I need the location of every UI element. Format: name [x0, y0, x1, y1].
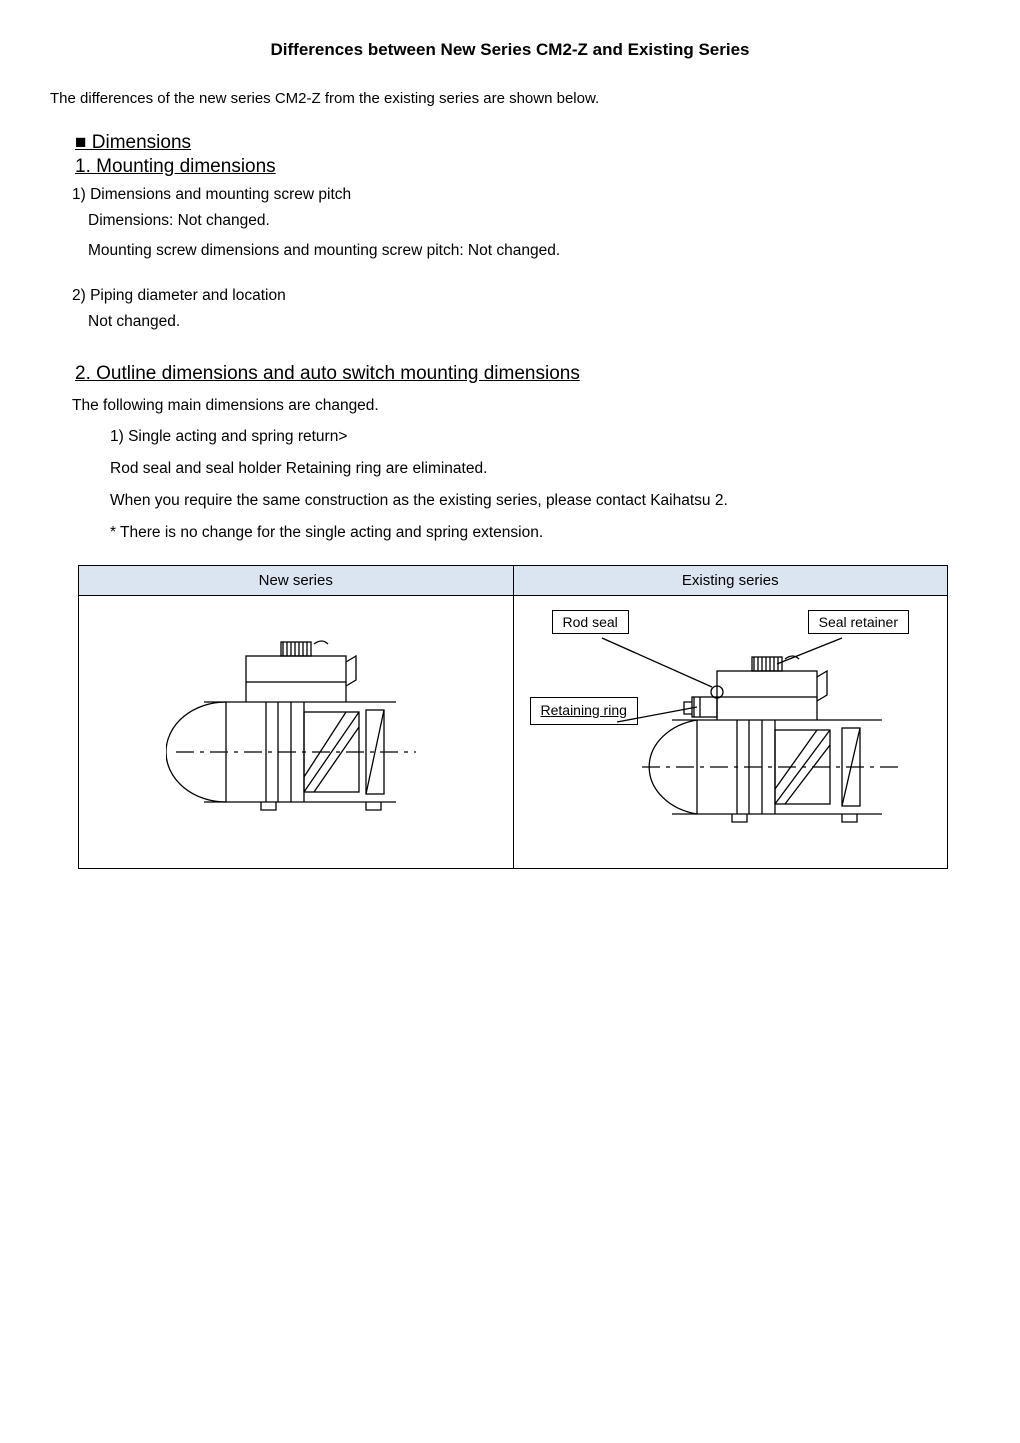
intro-text: The differences of the new series CM2-Z … — [50, 90, 970, 107]
item1-line1: Dimensions: Not changed. — [88, 208, 970, 234]
item1-line2: Mounting screw dimensions and mounting s… — [88, 238, 970, 264]
heading-dimensions: ■ Dimensions — [75, 132, 970, 154]
outline-line3: When you require the same construction a… — [110, 487, 970, 515]
outline-intro: The following main dimensions are change… — [72, 393, 970, 419]
outline-line1: 1) Single acting and spring return> — [110, 423, 970, 451]
new-series-diagram — [166, 602, 426, 822]
header-existing-series: Existing series — [513, 565, 948, 595]
cell-new-series — [79, 595, 514, 868]
item1-head: 1) Dimensions and mounting screw pitch — [72, 186, 970, 204]
page-title: Differences between New Series CM2-Z and… — [50, 40, 970, 60]
item2-head: 2) Piping diameter and location — [72, 287, 970, 305]
outline-line4: * There is no change for the single acti… — [110, 519, 970, 547]
cell-existing-series: Rod seal Seal retainer Retaining ring — [513, 595, 948, 868]
item2-line1: Not changed. — [88, 309, 970, 335]
outline-line2: Rod seal and seal holder Retaining ring … — [110, 455, 970, 483]
comparison-table: New series Existing series — [78, 565, 948, 869]
heading-outline: 2. Outline dimensions and auto switch mo… — [75, 363, 970, 385]
header-new-series: New series — [79, 565, 514, 595]
existing-series-diagram — [522, 602, 922, 852]
heading-mounting: 1. Mounting dimensions — [75, 156, 970, 178]
